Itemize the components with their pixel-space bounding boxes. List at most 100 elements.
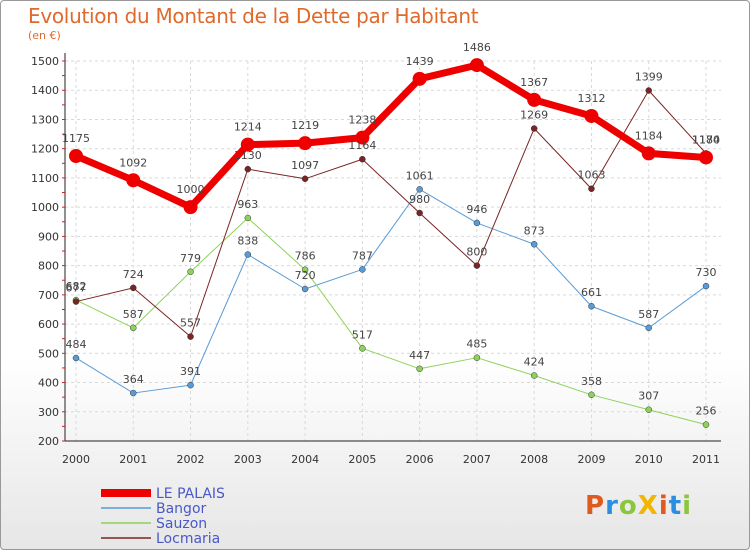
series-line-le-palais <box>72 61 710 211</box>
y-tick-label: 700 <box>38 289 59 302</box>
data-label: 963 <box>237 198 258 211</box>
data-label: 1061 <box>406 169 434 182</box>
data-label: 1130 <box>234 149 262 162</box>
x-tick-label: 2009 <box>577 453 605 466</box>
data-point <box>699 150 713 165</box>
data-label: 838 <box>237 235 258 248</box>
grid <box>65 60 721 442</box>
axes: 200 300 400 500 600 700 800 900 1000 1100 1200 1300… <box>31 53 721 466</box>
data-point <box>244 165 252 173</box>
data-point <box>183 200 198 215</box>
x-tick-label: 2002 <box>177 453 205 466</box>
data-label: 587 <box>638 308 659 321</box>
data-point <box>130 284 137 292</box>
data-point <box>298 136 313 151</box>
logo-letter: o <box>618 491 638 521</box>
data-label: 1170 <box>692 133 720 146</box>
data-labels: 1175 1092 1000 1214 1219 1238 1439 1486 1367 1312… <box>62 41 720 418</box>
legend-label: Locmaria <box>156 531 220 547</box>
data-label: 1367 <box>520 76 548 89</box>
data-label: 779 <box>180 252 201 265</box>
y-tick-label: 200 <box>38 435 59 448</box>
data-label: 1184 <box>635 129 663 142</box>
data-point <box>72 298 80 305</box>
data-point <box>355 130 370 145</box>
data-point <box>130 324 137 332</box>
y-tick-label: 500 <box>38 347 59 360</box>
legend-label: LE PALAIS <box>156 486 225 502</box>
data-label: 256 <box>696 405 717 418</box>
data-label: 787 <box>352 249 373 262</box>
data-point <box>359 155 366 163</box>
data-point <box>473 219 481 227</box>
x-tick-label: 2003 <box>234 453 262 466</box>
y-tick-label: 800 <box>38 260 59 273</box>
data-point <box>641 146 656 161</box>
y-tick-label: 400 <box>38 377 59 390</box>
data-label: 1439 <box>406 55 434 68</box>
data-point <box>416 365 423 373</box>
data-label: 1063 <box>577 169 605 182</box>
data-point <box>588 185 595 192</box>
data-point <box>187 333 194 340</box>
data-label: 424 <box>524 356 545 369</box>
proxiti-logo: ProXiti <box>585 491 692 521</box>
data-label: 800 <box>466 246 487 259</box>
data-point <box>187 268 194 276</box>
data-point <box>187 381 194 389</box>
data-point <box>301 175 309 183</box>
data-label: 1097 <box>291 159 319 172</box>
legend-label: Sauzon <box>156 516 207 532</box>
logo-letter: i <box>658 491 669 521</box>
data-label: 484 <box>66 338 87 351</box>
data-label: 677 <box>66 282 87 295</box>
data-point <box>130 389 137 397</box>
logo-letter: r <box>605 491 619 521</box>
data-point <box>69 149 83 163</box>
data-point <box>527 92 542 107</box>
data-point <box>72 354 80 362</box>
x-tick-label: 2004 <box>291 453 319 466</box>
data-point <box>416 186 423 193</box>
series-layer <box>69 58 713 428</box>
data-label: 485 <box>466 338 487 351</box>
logo-letter: P <box>585 491 606 521</box>
data-label: 517 <box>352 328 373 341</box>
data-point <box>240 137 255 152</box>
logo-letter: X <box>637 491 659 521</box>
data-label: 364 <box>123 373 144 386</box>
data-label: 391 <box>180 365 201 378</box>
data-label: 1000 <box>177 183 205 196</box>
data-label: 724 <box>123 268 144 281</box>
data-label: 1486 <box>463 41 491 54</box>
logo-letter: t <box>668 491 683 521</box>
data-label: 557 <box>180 317 201 330</box>
series-line-sauzon <box>75 217 707 426</box>
x-tick-label: 2010 <box>635 453 663 466</box>
data-point <box>530 372 538 379</box>
data-label: 980 <box>409 193 430 206</box>
data-point <box>126 173 141 188</box>
data-label: 786 <box>295 250 316 263</box>
y-tick-label: 1300 <box>31 113 59 126</box>
data-point <box>584 108 599 123</box>
data-point <box>469 58 484 73</box>
data-label: 682 <box>66 280 87 293</box>
data-label: 720 <box>295 269 316 282</box>
data-label: 873 <box>524 224 545 237</box>
logo-letter: i <box>682 491 693 521</box>
data-point <box>645 406 652 413</box>
data-point <box>588 391 595 399</box>
data-label: 1219 <box>291 119 319 132</box>
data-point <box>702 421 710 428</box>
data-point <box>702 282 710 290</box>
y-tick-label: 1100 <box>31 172 59 185</box>
x-tick-label: 2008 <box>520 453 548 466</box>
x-tick-label: 2005 <box>348 453 376 466</box>
data-label: 661 <box>581 286 602 299</box>
data-label: 1184 <box>692 133 720 146</box>
y-tick-label: 1000 <box>31 201 59 214</box>
